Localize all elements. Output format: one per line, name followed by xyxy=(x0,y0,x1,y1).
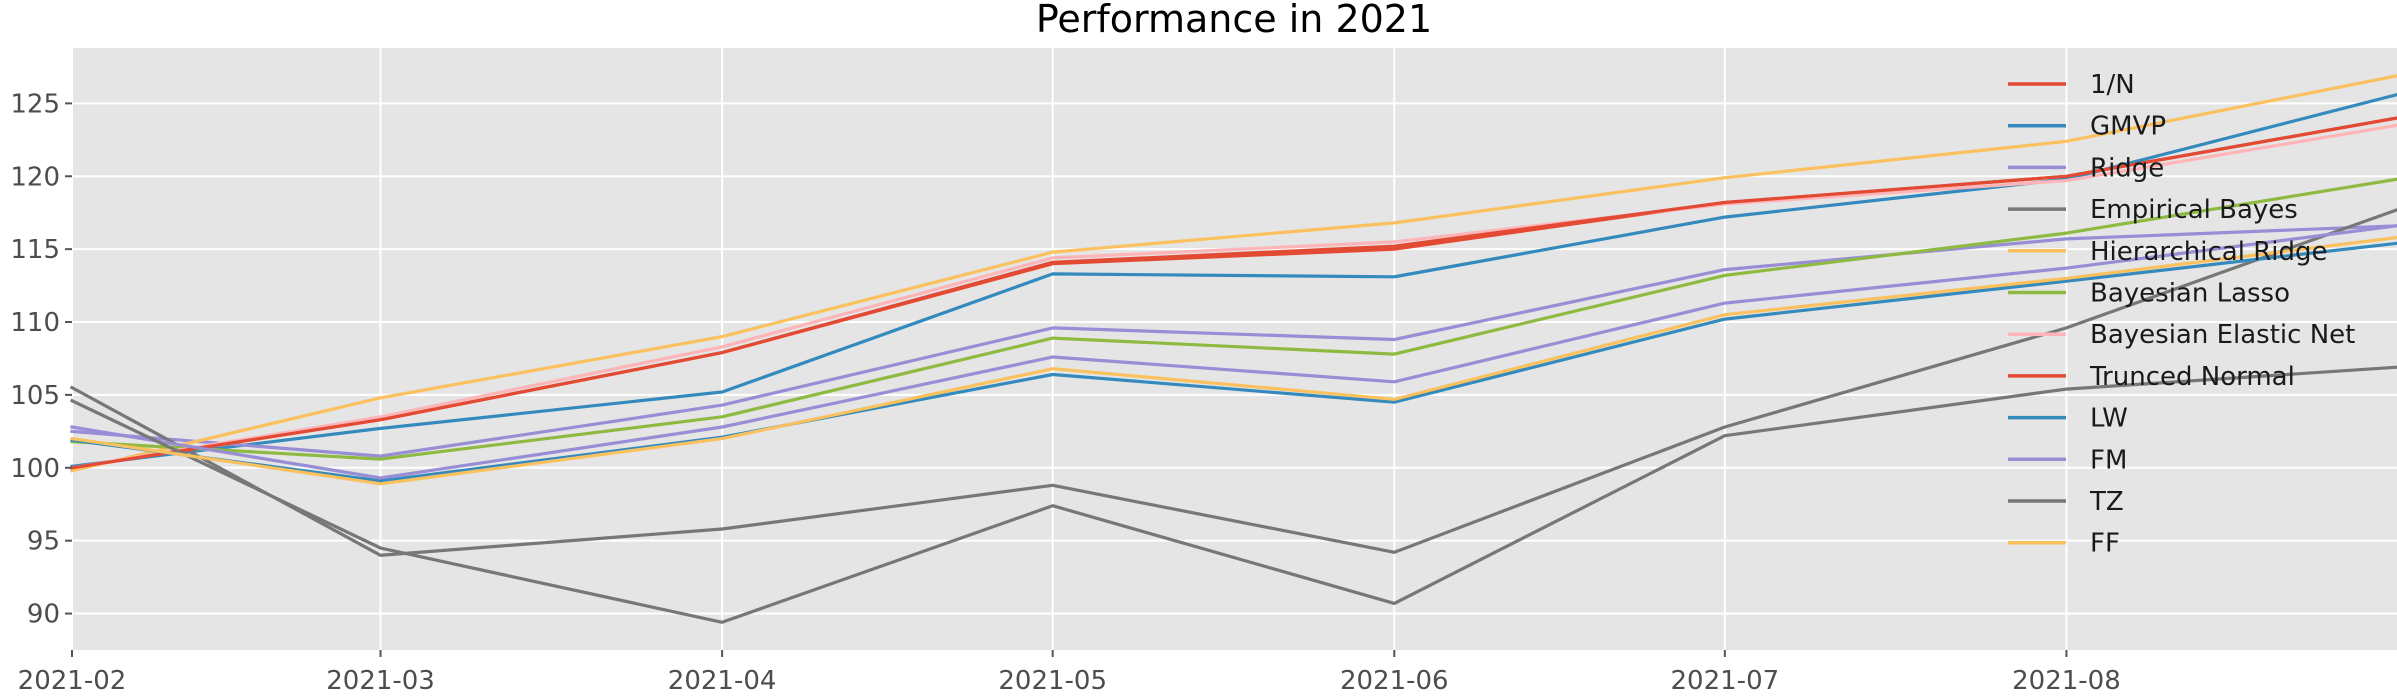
y-tick-label: 125 xyxy=(10,89,60,119)
series-lines xyxy=(69,74,2397,624)
legend-label: Trunced Normal xyxy=(2089,362,2295,392)
series-line-trunced-normal xyxy=(70,116,2397,470)
series-line-ridge xyxy=(70,224,2397,458)
legend-label: Empirical Bayes xyxy=(2090,195,2298,225)
y-tick-label: 110 xyxy=(10,308,60,338)
x-tick-label: 2021-06 xyxy=(1340,666,1449,696)
y-tick-label: 90 xyxy=(27,600,60,630)
y-tick-label: 100 xyxy=(10,454,60,484)
legend-label: Bayesian Elastic Net xyxy=(2090,320,2355,350)
legend: 1/N GMVP Ridge Empirical Bayes Hierarchical … xyxy=(2008,70,2355,559)
x-tick-label: 2021-03 xyxy=(326,666,435,696)
series-line-empirical-bayes xyxy=(69,208,2397,557)
x-tick-label: 2021-04 xyxy=(668,666,777,696)
legend-label: LW xyxy=(2090,404,2128,434)
series-line-bayesian-lasso xyxy=(70,177,2397,461)
series-line-bayesian-elastic-net xyxy=(70,123,2397,470)
legend-label: Ridge xyxy=(2090,153,2164,183)
y-tick-label: 120 xyxy=(10,162,60,192)
legend-label: Hierarchical Ridge xyxy=(2090,237,2328,267)
series-line-hierarchical-ridge xyxy=(70,74,2397,473)
x-axis-ticks: 2021-02 2021-03 2021-04 2021-05 2021-06 2021-… xyxy=(18,650,2121,696)
y-tick-label: 95 xyxy=(27,527,60,557)
legend-label: 1/N xyxy=(2090,70,2135,100)
series-line-tz xyxy=(69,365,2397,624)
series-line-lw xyxy=(70,241,2397,483)
plot-background xyxy=(72,48,2397,650)
legend-label: TZ xyxy=(2089,487,2124,517)
x-tick-label: 2021-07 xyxy=(1671,666,1780,696)
series-line-fm xyxy=(70,224,2397,480)
legend-label: FF xyxy=(2090,529,2120,559)
y-tick-label: 105 xyxy=(10,381,60,411)
chart-title: Performance in 2021 xyxy=(1036,0,1432,41)
series-line-ff xyxy=(70,235,2397,486)
y-tick-label: 115 xyxy=(10,235,60,265)
legend-label: GMVP xyxy=(2090,112,2166,142)
x-tick-label: 2021-08 xyxy=(2012,666,2121,696)
legend-label: Bayesian Lasso xyxy=(2090,279,2290,309)
legend-label: FM xyxy=(2090,445,2127,475)
y-axis-ticks: 90 95 100 105 110 115 120 125 xyxy=(10,89,72,630)
x-tick-label: 2021-05 xyxy=(998,666,1107,696)
x-tick-label: 2021-02 xyxy=(18,666,127,696)
